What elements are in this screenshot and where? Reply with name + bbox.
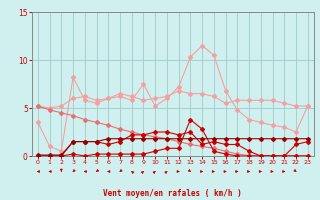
Text: Vent moyen/en rafales ( km/h ): Vent moyen/en rafales ( km/h )	[103, 189, 242, 198]
